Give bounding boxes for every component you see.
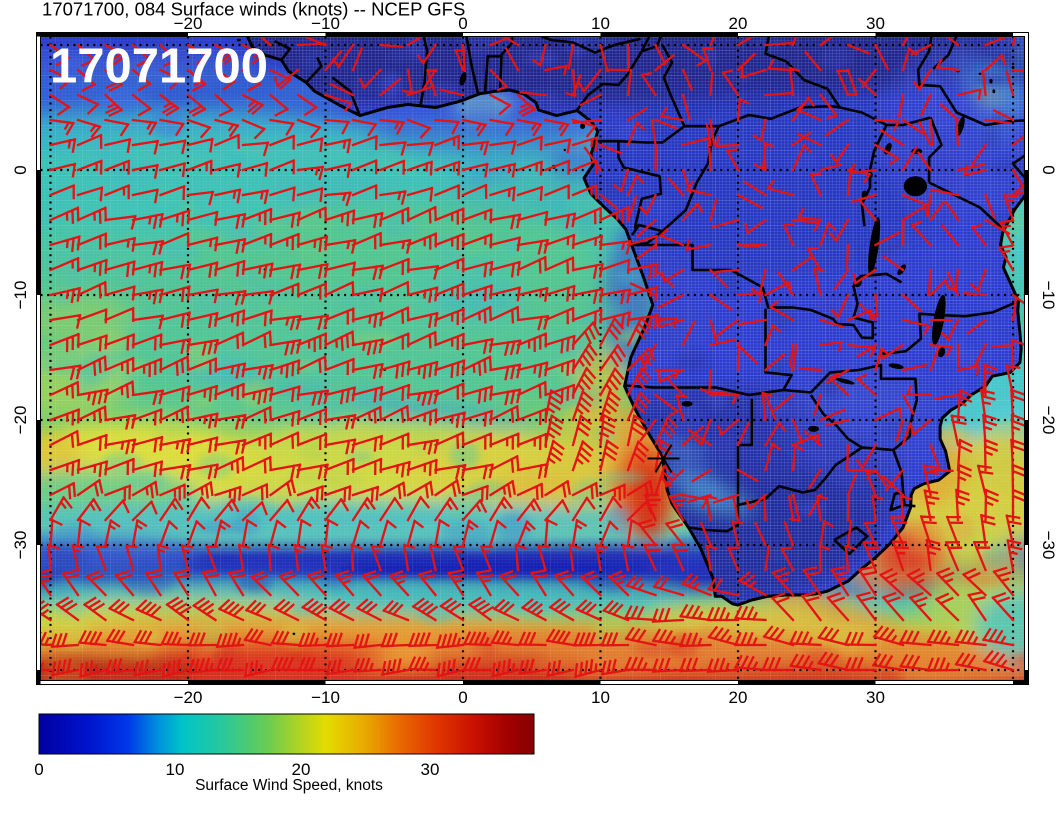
- svg-text:10: 10: [591, 14, 610, 33]
- svg-text:0: 0: [1039, 165, 1056, 174]
- svg-text:17071700, 084 Surface winds (k: 17071700, 084 Surface winds (knots) -- N…: [42, 0, 465, 20]
- svg-text:−10: −10: [311, 14, 340, 33]
- svg-text:−20: −20: [1039, 406, 1056, 435]
- svg-text:20: 20: [292, 760, 311, 779]
- svg-text:Surface Wind Speed, knots: Surface Wind Speed, knots: [195, 777, 383, 794]
- svg-text:−20: −20: [174, 688, 203, 707]
- svg-text:10: 10: [166, 760, 185, 779]
- svg-text:0: 0: [34, 760, 43, 779]
- svg-text:0: 0: [11, 165, 30, 174]
- svg-text:−10: −10: [1039, 281, 1056, 310]
- svg-text:10: 10: [591, 688, 610, 707]
- svg-text:−20: −20: [174, 14, 203, 33]
- svg-text:0: 0: [458, 688, 467, 707]
- svg-text:−30: −30: [11, 531, 30, 560]
- svg-text:−10: −10: [311, 688, 340, 707]
- svg-text:−10: −10: [11, 281, 30, 310]
- svg-text:−20: −20: [11, 406, 30, 435]
- svg-text:20: 20: [729, 14, 748, 33]
- svg-text:30: 30: [421, 760, 440, 779]
- svg-text:0: 0: [458, 14, 467, 33]
- svg-text:30: 30: [866, 14, 885, 33]
- svg-text:17071700: 17071700: [50, 40, 268, 94]
- svg-text:20: 20: [729, 688, 748, 707]
- svg-text:−30: −30: [1039, 531, 1056, 560]
- svg-text:30: 30: [866, 688, 885, 707]
